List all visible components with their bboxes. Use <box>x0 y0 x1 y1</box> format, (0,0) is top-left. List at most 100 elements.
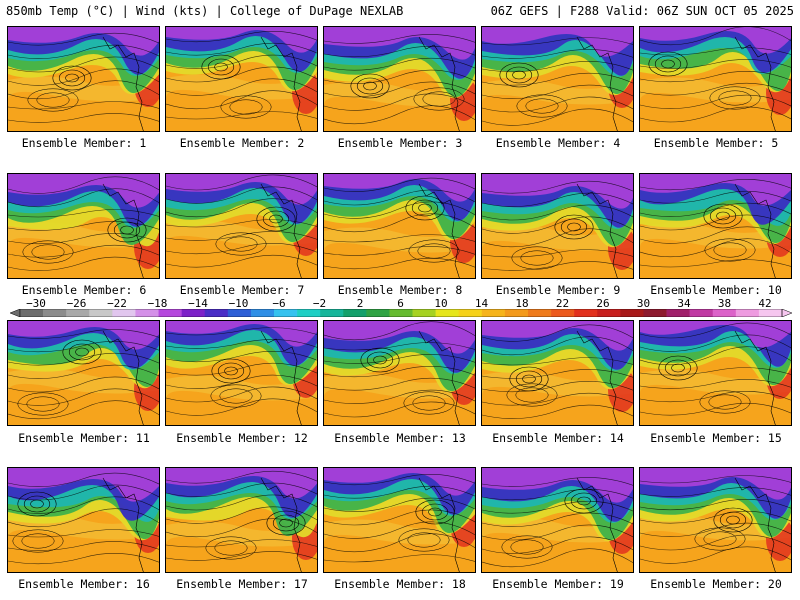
colorbar-swatch <box>620 309 644 317</box>
ensemble-map-panel <box>323 467 476 573</box>
ensemble-member-label: Ensemble Member: 5 <box>653 136 779 150</box>
ensemble-member-label: Ensemble Member: 14 <box>492 431 624 445</box>
temperature-map <box>166 468 317 572</box>
colorbar-swatch <box>504 309 529 317</box>
colorbar-swatch <box>227 309 252 317</box>
colorbar-swatch <box>181 309 206 317</box>
ensemble-member-label: Ensemble Member: 17 <box>176 577 308 591</box>
ensemble-map-panel <box>323 320 476 426</box>
ensemble-map-panel <box>165 26 318 132</box>
colorbar-tick-label: 10 <box>434 297 448 310</box>
colorbar-tick-label: 34 <box>677 297 691 310</box>
ensemble-map-panel <box>323 26 476 132</box>
colorbar-tick-label: −14 <box>188 297 208 310</box>
ensemble-map-panel <box>7 467 160 573</box>
ensemble-map-panel <box>481 26 634 132</box>
ensemble-member-label: Ensemble Member: 8 <box>337 283 463 297</box>
ensemble-member-label: Ensemble Member: 16 <box>18 577 150 591</box>
colorbar-swatch <box>343 309 367 317</box>
colorbar-swatch <box>758 309 783 317</box>
colorbar-swatch <box>412 309 436 317</box>
colorbar-swatch <box>666 309 690 317</box>
colorbar-tick-label: 38 <box>717 297 732 310</box>
colorbar-swatch <box>366 309 390 317</box>
temperature-map <box>8 468 159 572</box>
ensemble-map-panel <box>639 26 792 132</box>
ensemble-map-panel <box>7 320 160 426</box>
colorbar-swatch <box>643 309 667 317</box>
colorbar-tick-label: −2 <box>312 297 327 310</box>
temperature-map <box>640 174 791 278</box>
colorbar-swatch <box>481 309 506 317</box>
colorbar-swatch <box>43 309 67 317</box>
temperature-map <box>640 321 791 425</box>
colorbar-swatch <box>66 309 90 317</box>
temperature-map <box>166 174 317 278</box>
colorbar-swatch <box>597 309 621 317</box>
ensemble-member-label: Ensemble Member: 3 <box>337 136 463 150</box>
colorbar-swatch <box>458 309 483 317</box>
header-left-title: 850mb Temp (°C) | Wind (kts) | College o… <box>6 4 404 18</box>
temperature-colorbar <box>10 309 792 317</box>
ensemble-member-label: Ensemble Member: 18 <box>334 577 466 591</box>
temperature-map <box>482 27 633 131</box>
ensemble-map-panel <box>7 26 160 132</box>
ensemble-map-panel <box>639 467 792 573</box>
temperature-map <box>640 468 791 572</box>
temperature-map <box>166 27 317 131</box>
colorbar-swatch <box>551 309 575 317</box>
temperature-map <box>8 321 159 425</box>
colorbar-swatch <box>135 309 159 317</box>
colorbar-tick-label: −18 <box>147 297 168 310</box>
colorbar-tick-label: −30 <box>26 297 46 310</box>
temperature-map <box>8 174 159 278</box>
ensemble-map-panel <box>481 467 634 573</box>
header-right-title: 06Z GEFS | F288 Valid: 06Z SUN OCT 05 20… <box>490 4 794 18</box>
ensemble-member-label: Ensemble Member: 11 <box>18 431 150 445</box>
colorbar-swatch <box>528 309 552 317</box>
colorbar-swatch <box>389 309 413 317</box>
colorbar-swatch <box>297 309 321 317</box>
ensemble-member-label: Ensemble Member: 19 <box>492 577 624 591</box>
ensemble-member-label: Ensemble Member: 15 <box>650 431 782 445</box>
colorbar-tick-label: 22 <box>555 297 570 310</box>
ensemble-member-label: Ensemble Member: 6 <box>21 283 147 297</box>
colorbar-swatch <box>89 309 113 317</box>
colorbar-swatch <box>112 309 136 317</box>
colorbar-swatch <box>435 309 460 317</box>
temperature-map <box>324 27 475 131</box>
temperature-map <box>166 321 317 425</box>
ensemble-member-label: Ensemble Member: 13 <box>334 431 466 445</box>
ensemble-member-label: Ensemble Member: 4 <box>495 136 621 150</box>
ensemble-map-panel <box>165 320 318 426</box>
ensemble-member-label: Ensemble Member: 12 <box>176 431 308 445</box>
temperature-map <box>640 27 791 131</box>
colorbar-tick-label: 42 <box>758 297 772 310</box>
ensemble-map-panel <box>165 173 318 279</box>
ensemble-member-label: Ensemble Member: 9 <box>495 283 621 297</box>
colorbar-tick-label: 2 <box>356 297 364 310</box>
ensemble-map-panel <box>165 467 318 573</box>
temperature-map <box>324 321 475 425</box>
temperature-map <box>482 468 633 572</box>
ensemble-map-panel <box>323 173 476 279</box>
ensemble-member-label: Ensemble Member: 7 <box>179 283 305 297</box>
temperature-map <box>324 174 475 278</box>
colorbar-tick-label: 14 <box>474 297 489 310</box>
temperature-map <box>8 27 159 131</box>
colorbar-swatch <box>274 309 298 317</box>
temperature-map <box>482 174 633 278</box>
temperature-map <box>482 321 633 425</box>
ensemble-map-panel <box>481 320 634 426</box>
colorbar-tick-label: −6 <box>272 297 286 310</box>
colorbar-swatch <box>574 309 598 317</box>
colorbar-labels: −30 −26 −22 −18 −14 −10 −6 −2 2 6 10 14 18 22 26 30 34 38… <box>0 297 800 310</box>
colorbar-swatch <box>158 309 182 317</box>
colorbar-swatch <box>20 309 44 317</box>
ensemble-map-panel <box>639 173 792 279</box>
colorbar-tick-label: 6 <box>397 297 404 310</box>
colorbar-swatch <box>250 309 275 317</box>
colorbar-tick-label: −10 <box>228 297 249 310</box>
colorbar-tick-label: −26 <box>66 297 87 310</box>
colorbar-swatch <box>712 309 737 317</box>
